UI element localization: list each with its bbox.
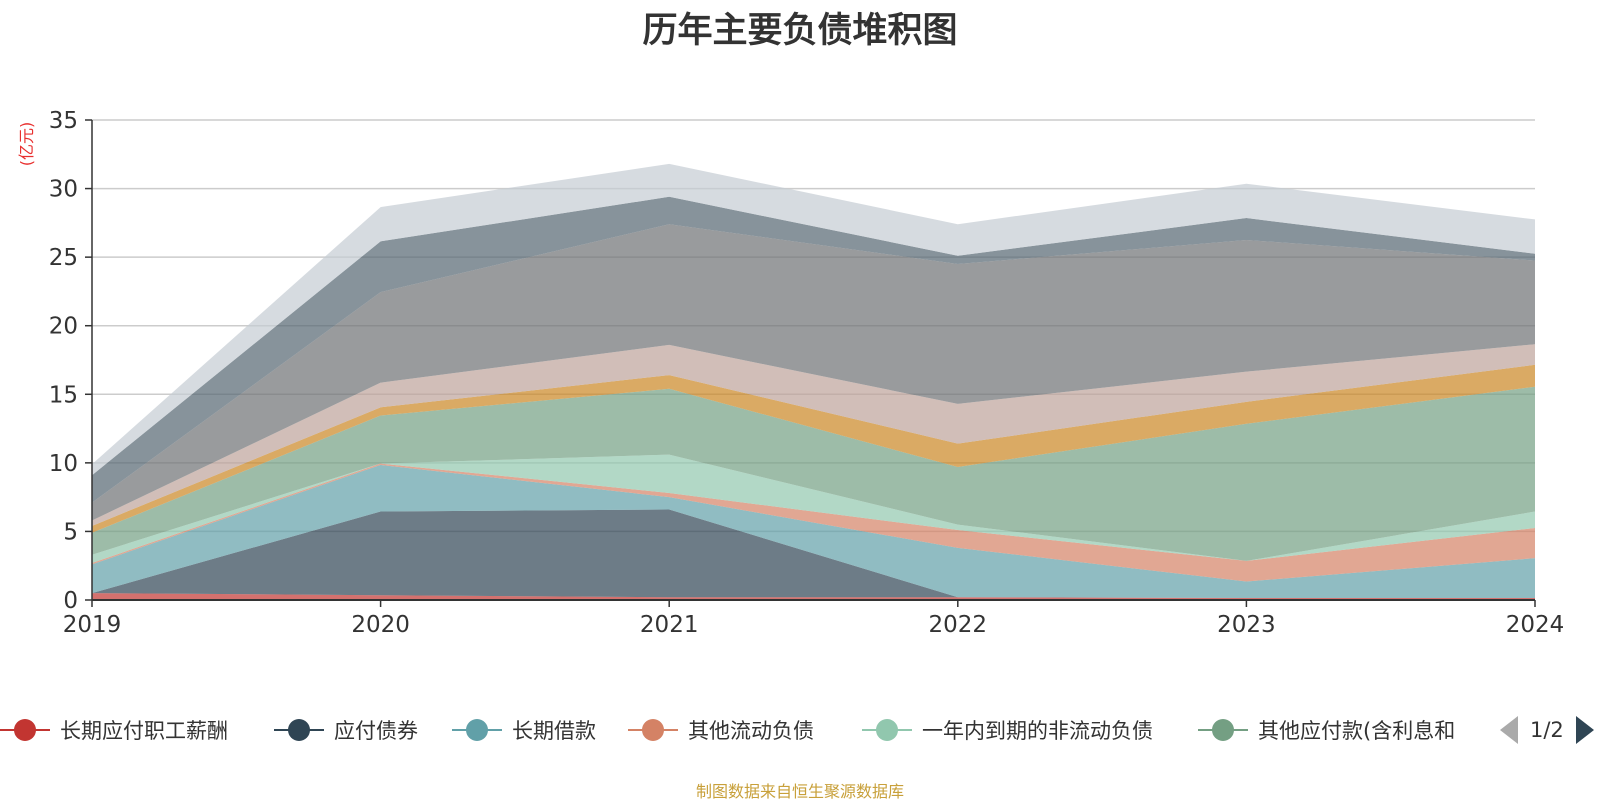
legend-pager: 1/2 — [1500, 712, 1594, 748]
y-tick-label: 25 — [49, 245, 78, 271]
axes: 0 5 10 15 20 25 30 35 2019 2020 2021 2022 2023 2024 — [49, 108, 1565, 638]
legend-label: 长期借款 — [512, 719, 596, 743]
legend-item[interactable]: 一年内到期的非流动负债 — [862, 712, 1153, 748]
legend-swatch-icon — [628, 712, 678, 748]
legend-label: 长期应付职工薪酬 — [60, 719, 228, 743]
y-axis-unit-label: (亿元) — [17, 122, 36, 167]
x-tick-label: 2019 — [63, 612, 122, 638]
legend-swatch-icon — [452, 712, 502, 748]
legend-item[interactable]: 应付债券 — [274, 712, 418, 748]
area-series-0 — [92, 593, 1535, 600]
y-tick-label: 0 — [63, 588, 78, 614]
legend-swatch-icon — [862, 712, 912, 748]
legend-item[interactable]: 长期借款 — [452, 712, 596, 748]
y-tick-label: 10 — [49, 451, 78, 477]
y-tick-label: 20 — [49, 314, 78, 340]
chart-plot: 0 5 10 15 20 25 30 35 2019 2020 2021 2022 2023 2024 (… — [17, 108, 1565, 638]
legend-label: 应付债券 — [334, 719, 418, 743]
source-note: 制图数据来自恒生聚源数据库 — [695, 782, 904, 801]
legend-prev-icon[interactable] — [1500, 716, 1518, 744]
legend-label: 一年内到期的非流动负债 — [922, 719, 1153, 743]
area-series-3 — [92, 463, 1535, 582]
area-series-10 — [92, 163, 1535, 476]
x-tick-label: 2021 — [640, 612, 699, 638]
legend-item[interactable]: 其他应付款(含利息和 — [1198, 712, 1455, 748]
x-tick-label: 2020 — [351, 612, 410, 638]
area-series-4 — [92, 454, 1535, 563]
area-series-6 — [92, 364, 1535, 533]
legend-swatch-icon — [0, 712, 50, 748]
chart-title: 历年主要负债堆积图 — [642, 11, 958, 51]
y-tick-label: 35 — [49, 108, 78, 134]
area-series-2 — [92, 464, 1535, 598]
area-series-1 — [92, 509, 1535, 598]
x-tick-label: 2024 — [1506, 612, 1565, 638]
legend-label: 其他流动负债 — [688, 719, 814, 743]
legend: 长期应付职工薪酬 应付债券 长期借款 其他流动负债 一年内到期的非流动负债 其他应付款(含… — [0, 712, 1600, 748]
y-tick-label: 15 — [49, 382, 78, 408]
legend-swatch-icon — [1198, 712, 1248, 748]
y-tick-label: 30 — [49, 177, 78, 203]
y-tick-label: 5 — [63, 519, 78, 545]
area-series-9 — [92, 196, 1535, 503]
area-series-5 — [92, 386, 1535, 561]
x-tick-label: 2022 — [929, 612, 988, 638]
legend-item[interactable]: 长期应付职工薪酬 — [0, 712, 228, 748]
legend-next-icon[interactable] — [1575, 716, 1594, 744]
legend-label: 其他应付款(含利息和 — [1258, 719, 1456, 743]
area-series-7 — [92, 344, 1535, 526]
legend-swatch-icon — [274, 712, 324, 748]
area-series-8 — [92, 224, 1535, 521]
stacked-areas — [92, 163, 1535, 600]
x-tick-label: 2023 — [1217, 612, 1276, 638]
legend-page-indicator: 1/2 — [1530, 718, 1564, 742]
legend-item[interactable]: 其他流动负债 — [628, 712, 814, 748]
